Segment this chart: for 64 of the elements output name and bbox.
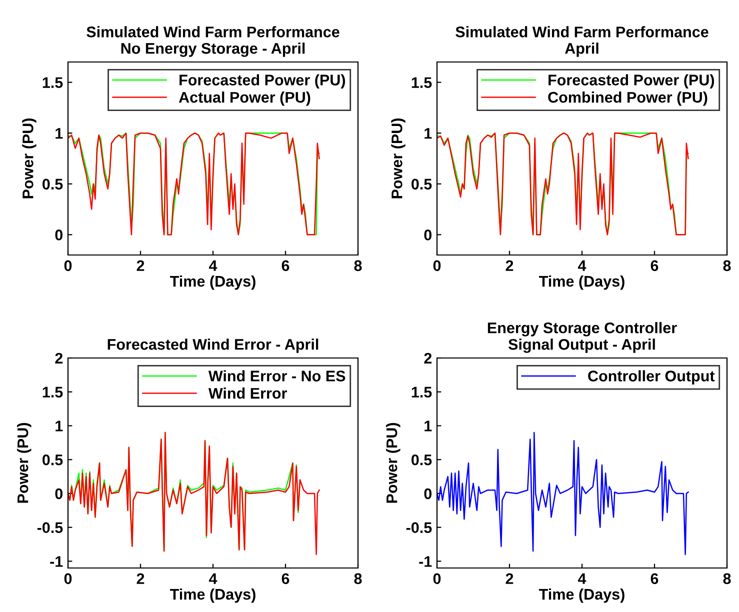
legend-label: Forecasted Power (PU): [548, 74, 714, 88]
x-tick-label: 4: [578, 260, 586, 271]
x-tick-label: 2: [506, 260, 514, 271]
y-tick-label: -0.5: [37, 522, 63, 534]
y-tick-label: 1: [56, 128, 63, 139]
x-tick-label: 6: [650, 260, 658, 272]
y-axis-title: Power (PU): [391, 118, 406, 198]
x-axis-title: Time (Days): [170, 588, 256, 603]
chart-title: Forecasted Wind Error - April: [108, 338, 318, 353]
y-axis-title: Power (PU): [386, 423, 400, 503]
chart-title: Simulated Wind Farm Performance April: [456, 26, 708, 57]
x-tick-label: 0: [433, 260, 441, 272]
x-tick-label: 0: [64, 573, 72, 584]
x-tick-label: 2: [136, 573, 144, 584]
x-tick-label: 8: [723, 260, 731, 272]
line-series: [437, 132, 689, 236]
chart-title: Energy Storage Controller Signal Output - April: [488, 322, 677, 353]
x-tick-label: 0: [64, 260, 72, 272]
x-tick-label: 8: [354, 260, 362, 272]
x-axis-title: Time (Days): [539, 275, 624, 290]
legend-label: Forecasted Power (PU): [180, 74, 346, 88]
y-tick-label: 1: [424, 420, 432, 432]
x-tick-label: 0: [433, 573, 441, 584]
x-tick-label: 6: [282, 573, 290, 584]
y-tick-label: 0: [55, 488, 63, 500]
line-series: [437, 432, 689, 556]
legend-label: Wind Error: [208, 388, 287, 399]
y-tick-label: 1.5: [42, 77, 63, 88]
line-series: [68, 132, 320, 236]
y-tick-label: 0.5: [412, 178, 432, 190]
y-tick-label: 2: [424, 352, 432, 364]
x-axis-title: Time (Days): [170, 275, 256, 290]
y-tick-label: 0: [424, 488, 432, 500]
x-tick-label: 2: [506, 573, 514, 584]
y-tick-label: -1: [419, 556, 432, 567]
y-tick-label: 2: [55, 352, 63, 364]
y-tick-label: 0.5: [412, 454, 432, 466]
x-tick-label: 2: [136, 260, 144, 271]
x-tick-label: 8: [354, 573, 362, 584]
y-tick-label: 1: [424, 128, 432, 139]
y-tick-label: -0.5: [406, 522, 432, 534]
legend-label: Controller Output: [588, 370, 715, 384]
x-tick-label: 4: [578, 573, 586, 584]
x-tick-label: 4: [208, 573, 218, 584]
y-tick-label: 0.5: [42, 178, 63, 190]
y-tick-label: 1.5: [42, 386, 63, 398]
x-tick-label: 8: [723, 573, 731, 584]
y-tick-label: 1.5: [412, 77, 432, 88]
y-axis-title: Power (PU): [17, 423, 32, 503]
x-tick-label: 6: [650, 573, 658, 584]
x-axis-title: Time (Days): [539, 588, 624, 603]
legend-label: Actual Power (PU): [178, 92, 310, 106]
x-tick-label: 4: [208, 260, 218, 271]
legend-label: Wind Error - No ES: [208, 370, 346, 382]
y-tick-label: 1.5: [412, 386, 432, 398]
chart-title: Simulated Wind Farm Performance No Energy Storage - April: [86, 26, 340, 57]
y-tick-label: 0: [55, 230, 63, 240]
y-tick-label: 0.5: [42, 454, 63, 466]
y-tick-label: 0: [424, 230, 432, 240]
y-tick-label: -1: [50, 556, 63, 567]
x-tick-label: 6: [282, 260, 290, 272]
y-tick-label: 1: [56, 420, 63, 432]
legend-label: Combined Power (PU): [548, 92, 708, 106]
y-axis-title: Power (PU): [22, 118, 36, 198]
